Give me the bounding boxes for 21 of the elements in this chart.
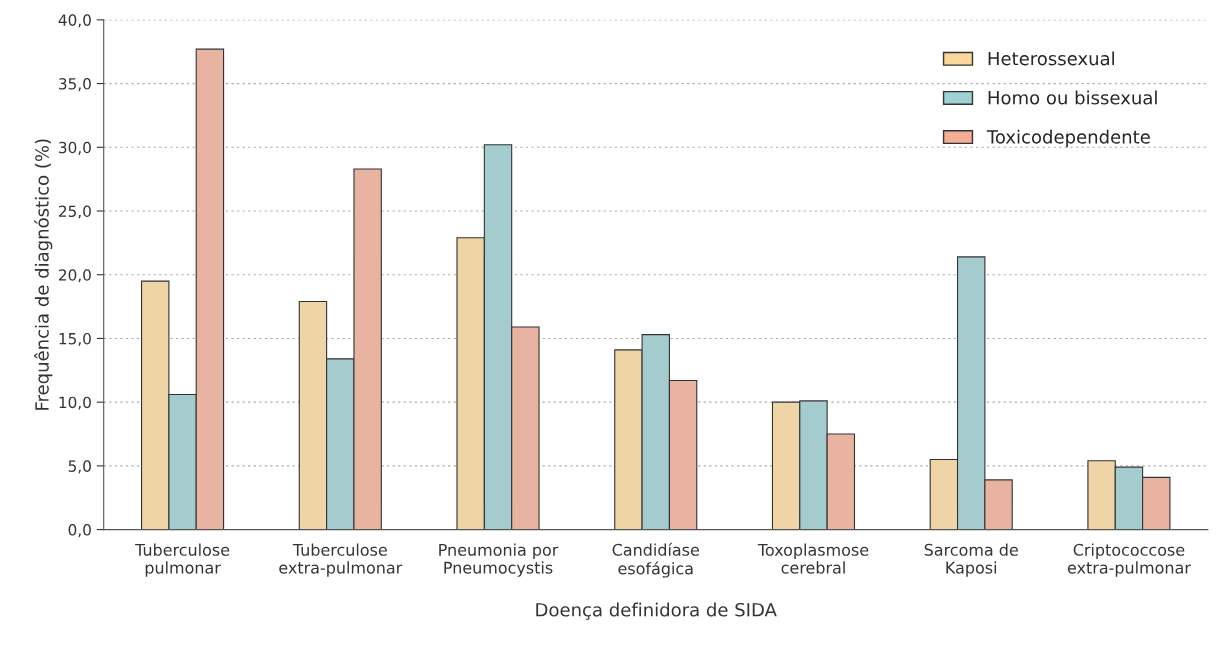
y-tick-label: 10,0 bbox=[59, 396, 91, 410]
x-tick-label: Tuberculose extra-pulmonar bbox=[279, 543, 403, 577]
x-tick-label: Candidíase esofágica bbox=[612, 542, 699, 578]
x-tick-label: Sarcoma de Kaposi bbox=[924, 543, 1018, 577]
y-axis-title: Frequência de diagnóstico (%) bbox=[34, 139, 53, 410]
x-tick-label: Tuberculose pulmonar bbox=[135, 543, 230, 577]
x-axis-title: Doença definidora de SIDA bbox=[536, 602, 777, 620]
y-tick-label: 25,0 bbox=[59, 205, 91, 219]
x-tick-label: Toxoplasmose cerebral bbox=[757, 543, 869, 574]
y-tick-label: 5,0 bbox=[68, 460, 91, 474]
y-tick-label: 35,0 bbox=[59, 78, 91, 92]
legend-label: Heterossexual bbox=[988, 51, 1114, 66]
legend-label: Toxicodependente bbox=[986, 129, 1150, 148]
y-tick-label: 0,0 bbox=[68, 524, 91, 538]
y-tick-label: 20,0 bbox=[59, 269, 91, 283]
x-tick-label: Pneumonia por Pneumocystis bbox=[439, 543, 559, 577]
y-tick-label: 15,0 bbox=[59, 332, 91, 347]
x-tick-label: Criptococcose extra-pulmonar bbox=[1067, 543, 1191, 577]
legend-label: Homo ou bissexual bbox=[988, 90, 1157, 105]
y-tick-label: 30,0 bbox=[59, 141, 91, 155]
y-tick-label: 40,0 bbox=[58, 14, 91, 28]
